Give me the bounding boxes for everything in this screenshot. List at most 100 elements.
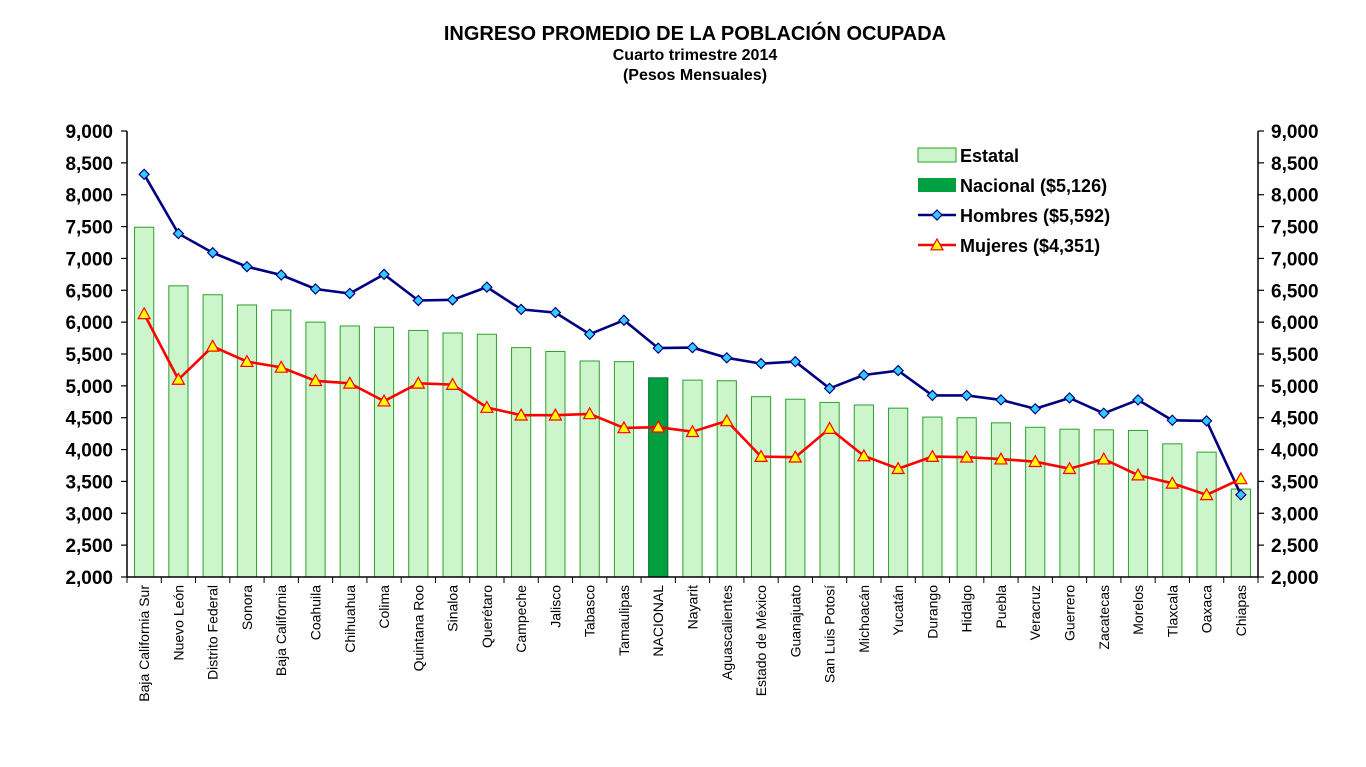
x-tick-label: Baja California xyxy=(273,585,289,676)
point-hombres xyxy=(789,355,802,368)
bar-estatal xyxy=(853,404,874,578)
bar-estatal xyxy=(613,361,635,578)
y-tick-label-left: 6,000 xyxy=(65,313,113,334)
bar-estatal xyxy=(202,294,223,578)
bar-nacional xyxy=(648,377,669,578)
bar-estatal xyxy=(750,396,772,578)
point-hombres xyxy=(446,293,459,306)
point-hombres xyxy=(926,389,939,402)
point-hombres xyxy=(481,281,493,293)
x-tick-label: Campeche xyxy=(513,585,529,653)
legend-label: Nacional ($5,126) xyxy=(960,176,1107,196)
point-hombres xyxy=(378,268,390,281)
point-hombres xyxy=(892,364,904,377)
y-tick-label-right: 6,000 xyxy=(1271,313,1319,334)
y-tick-label-right: 3,500 xyxy=(1271,472,1319,493)
y-tick-label-right: 8,000 xyxy=(1271,186,1319,207)
y-tick-label-left: 2,000 xyxy=(65,568,113,589)
x-tick-label: Puebla xyxy=(993,585,1009,629)
y-tick-label-left: 4,500 xyxy=(65,409,113,430)
x-tick-label: Yucatán xyxy=(890,585,906,636)
point-mujeres xyxy=(1028,454,1043,468)
point-hombres xyxy=(138,168,150,181)
point-mujeres xyxy=(171,372,186,385)
legend-label: Mujeres ($4,351) xyxy=(960,236,1100,256)
point-hombres xyxy=(549,306,562,319)
point-mujeres xyxy=(822,421,837,434)
point-hombres xyxy=(1235,488,1247,501)
point-hombres xyxy=(1029,402,1042,415)
point-mujeres xyxy=(719,413,734,427)
bar-estatal xyxy=(476,333,497,578)
bar-estatal xyxy=(1162,443,1183,578)
chart-unit-label: (Pesos Mensuales) xyxy=(622,67,768,84)
y-tick-label-right: 3,000 xyxy=(1271,504,1319,525)
y-tick-label-left: 7,500 xyxy=(65,218,113,239)
bar-estatal xyxy=(1196,451,1217,578)
chart-titles: INGRESO PROMEDIO DE LA POBLACIÓN OCUPADA… xyxy=(0,22,1366,86)
point-hombres xyxy=(343,287,356,300)
x-tick-label: Chihuahua xyxy=(342,585,358,653)
point-mujeres xyxy=(891,461,906,475)
x-tick-label: Chiapas xyxy=(1233,585,1249,636)
point-mujeres xyxy=(925,449,940,462)
point-mujeres xyxy=(616,420,631,434)
x-tick-label: Hidalgo xyxy=(959,585,975,633)
point-hombres xyxy=(823,382,836,395)
bar-estatal xyxy=(168,285,189,578)
bar-estatal xyxy=(511,347,532,578)
y-tick-label-right: 5,000 xyxy=(1271,377,1319,398)
x-tick-label: Nayarit xyxy=(685,585,701,629)
point-mujeres xyxy=(514,407,529,421)
point-mujeres xyxy=(308,373,323,387)
point-hombres xyxy=(172,227,185,240)
point-hombres xyxy=(309,283,322,295)
legend-marker-mujeres xyxy=(929,237,945,251)
y-tick-label-right: 7,000 xyxy=(1271,249,1319,270)
point-hombres xyxy=(618,314,630,327)
legend-swatch-estatal xyxy=(917,147,957,163)
y-tick-label-left: 5,000 xyxy=(65,377,113,398)
x-tick-label: Tamaulipas xyxy=(616,585,632,656)
bar-estatal xyxy=(922,416,943,578)
point-mujeres xyxy=(1131,467,1146,481)
chart-subtitle: Cuarto trimestre 2014 xyxy=(612,47,778,64)
x-tick-label: Veracruz xyxy=(1027,585,1043,640)
bar-estatal xyxy=(682,379,703,578)
point-mujeres xyxy=(754,449,769,462)
x-tick-label: Querétaro xyxy=(479,585,495,648)
point-mujeres xyxy=(274,360,289,373)
bar-estatal xyxy=(990,422,1012,578)
point-mujeres xyxy=(788,449,803,463)
y-tick-label-left: 3,500 xyxy=(65,472,113,493)
point-hombres xyxy=(755,357,767,370)
point-hombres xyxy=(206,246,219,259)
point-hombres xyxy=(1132,394,1144,406)
point-mujeres xyxy=(959,449,974,463)
x-tick-label: Michoacán xyxy=(856,585,872,653)
legend-label: Estatal xyxy=(960,146,1019,166)
x-tick-label: Oaxaca xyxy=(1199,585,1215,633)
point-hombres xyxy=(858,369,870,381)
x-tick-label: Baja California Sur xyxy=(136,585,152,702)
x-tick-label: Tlaxcala xyxy=(1164,585,1180,637)
bar-estatal xyxy=(956,417,977,578)
x-tick-label: San Luis Potosí xyxy=(822,585,838,683)
bar-estatal xyxy=(339,325,360,578)
y-tick-label-left: 8,000 xyxy=(65,186,113,207)
bar-estatal xyxy=(1230,488,1251,578)
y-tick-label-right: 2,500 xyxy=(1271,536,1319,557)
y-tick-label-left: 3,000 xyxy=(65,504,113,525)
legend-marker-hombres xyxy=(931,209,943,221)
point-mujeres xyxy=(651,419,666,433)
legend-swatch-nacional xyxy=(918,178,956,192)
point-mujeres xyxy=(993,451,1008,465)
x-tick-label: Morelos xyxy=(1130,585,1146,635)
y-tick-label-right: 5,500 xyxy=(1271,345,1319,366)
point-hombres xyxy=(686,341,699,354)
point-hombres xyxy=(720,351,733,364)
point-mujeres xyxy=(1096,451,1111,465)
y-tick-label-right: 4,000 xyxy=(1271,441,1319,462)
y-tick-label-left: 5,500 xyxy=(65,345,113,366)
